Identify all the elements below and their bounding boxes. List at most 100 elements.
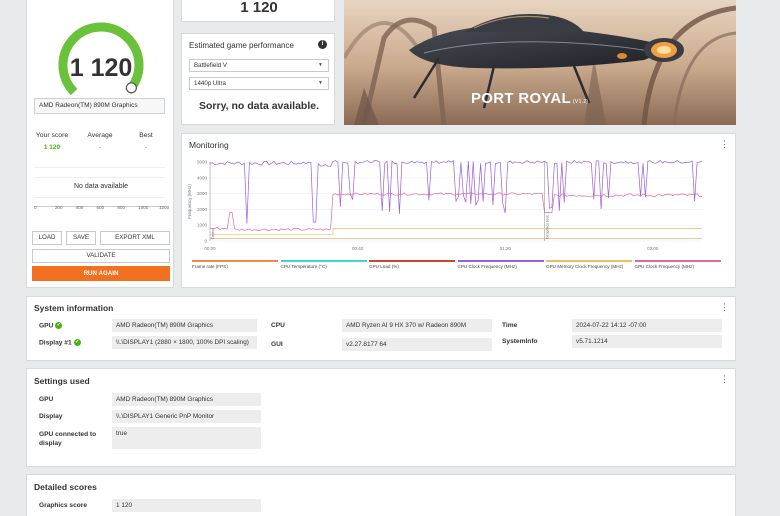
gpu-clock-series <box>209 192 703 232</box>
top-score-value: 1 120 <box>240 0 278 16</box>
histogram-tick-label: 400 <box>75 205 84 210</box>
average-label: Average <box>87 132 113 139</box>
legend-label: CPU Temperature (°C) <box>280 264 327 269</box>
gauge-knob <box>125 82 138 94</box>
histogram-tick-label: 1000 <box>138 205 149 210</box>
gpu-name-field: AMD Radeon(TM) 890M Graphics <box>34 98 165 114</box>
legend-swatch <box>546 260 632 262</box>
benchmark-hero-image: PORT ROYAL (V1.2) <box>344 0 736 125</box>
legend-item[interactable]: CPU Clock Frequency (MHz) <box>457 260 544 269</box>
benchmark-title-text: PORT ROYAL <box>471 90 571 107</box>
legend-label: CPU Clock Frequency (MHz) <box>457 264 517 269</box>
systeminfo-value: v5.71.1214 <box>572 335 722 348</box>
export-xml-button[interactable]: EXPORT XML <box>100 231 170 245</box>
check-icon: ✓ <box>55 322 63 329</box>
settings-gpu-label: GPU <box>39 396 54 403</box>
your-score-col: Your score 1 120 <box>30 132 74 151</box>
display-label: Display #1 ✓ <box>39 339 81 346</box>
info-icon[interactable]: i <box>318 40 327 49</box>
phase-marker-label: Demo <box>210 228 215 239</box>
run-again-button[interactable]: RUN AGAIN <box>32 266 170 281</box>
validate-button[interactable]: VALIDATE <box>32 249 170 263</box>
settings-used-panel: Settings used ⋮ GPU AMD Radeon(TM) 890M … <box>26 368 736 467</box>
port-royal-artwork <box>344 0 736 125</box>
legend-item[interactable]: Frame rate (FPS) <box>192 260 278 269</box>
your-score-label: Your score <box>35 132 69 139</box>
chevron-down-icon: ▼ <box>318 80 323 86</box>
save-button[interactable]: SAVE <box>66 231 96 245</box>
display-label-text: Display #1 <box>39 339 72 347</box>
histogram-tick-label: 600 <box>96 205 105 210</box>
score-panel: 1 120 AMD Radeon(TM) 890M Graphics Your … <box>26 0 174 288</box>
gpu-value: AMD Radeon(TM) 890M Graphics <box>112 319 257 332</box>
y-tick-label: 4000 <box>197 175 208 180</box>
graphics-score-label: Graphics score <box>39 502 88 509</box>
y-tick-label: 1000 <box>197 223 208 228</box>
detailed-scores-panel: Detailed scores Graphics score 1 120 <box>26 474 736 516</box>
x-tick-label: 01:20 <box>500 246 512 251</box>
y-axis-label: Frequency (MHz) <box>187 184 192 219</box>
benchmark-version: (V1.2) <box>572 99 589 105</box>
settings-display-value: \\.\DISPLAY1 Generic PnP Monitor <box>112 410 261 423</box>
legend-item[interactable]: GPU Memory Clock Frequency (MHz) <box>546 260 632 269</box>
gui-value: v2.27.8177 64 <box>342 338 492 351</box>
time-value: 2024-07-22 14:12 -07:00 <box>572 319 722 332</box>
settings-display-label: Display <box>39 413 63 420</box>
gpu-label: GPU ✓ <box>39 322 63 330</box>
chevron-down-icon: ▼ <box>318 62 323 68</box>
legend-label: GPU Memory Clock Frequency (MHz) <box>546 264 624 269</box>
score-gauge <box>58 22 144 96</box>
y-tick-label: 0 <box>204 239 207 244</box>
monitoring-chart: 5000 4000 3000 2000 1000 0 00:00 00:40 01:20 02:0… <box>187 160 703 251</box>
histogram-tick-label: 200 <box>54 205 63 210</box>
graphics-score-value: 1 120 <box>112 499 261 512</box>
histogram-tick-label: 1200 <box>159 205 170 210</box>
legend-label: GPU Load (%) <box>369 264 399 269</box>
x-tick-label: 02:00 <box>647 246 659 251</box>
no-data-message: Sorry, no data available. <box>198 100 320 112</box>
histogram-axis: 0 200 400 600 800 1000 1200 <box>34 205 169 217</box>
gpu-memory-clock-series <box>210 228 702 236</box>
score-value: 1 120 <box>69 54 133 82</box>
gauge-fill <box>58 22 144 96</box>
legend-label: GPU Clock Frequency (MHz) <box>634 264 694 269</box>
average-value: - <box>98 144 102 151</box>
game-performance-title: Estimated game performance <box>189 41 294 50</box>
cpu-clock-series <box>209 160 703 224</box>
legend-swatch <box>369 260 455 262</box>
histogram-area <box>34 159 165 207</box>
more-options-icon[interactable]: ⋮ <box>720 302 729 312</box>
legend-swatch <box>192 260 278 262</box>
average-col: Average - <box>78 132 122 151</box>
settings-gpu-value: AMD Radeon(TM) 890M Graphics <box>112 393 261 406</box>
your-score-value: 1 120 <box>43 144 61 151</box>
legend-swatch <box>457 260 544 262</box>
no-data-message: No data available <box>73 183 129 190</box>
monitoring-panel: Monitoring ⋮ 5000 4000 3000 2000 1000 0 00:00 0… <box>181 133 736 288</box>
benchmark-title: PORT ROYAL (V1.2) <box>471 90 588 107</box>
legend-swatch <box>280 260 367 262</box>
more-options-icon[interactable]: ⋮ <box>720 139 729 149</box>
gpu-connected-label: GPU connected to display <box>39 431 97 447</box>
gpu-label-text: GPU <box>39 322 54 330</box>
game-select[interactable]: Battlefield V ▼ <box>189 59 329 72</box>
game-performance-panel: Estimated game performance i Battlefield… <box>181 33 335 125</box>
legend-swatch <box>634 260 721 262</box>
histogram-tick-label: 800 <box>117 205 125 210</box>
monitoring-title: Monitoring <box>189 140 229 150</box>
best-col: Best - <box>124 132 168 151</box>
time-label: Time <box>502 322 518 329</box>
legend-item[interactable]: GPU Load (%) <box>369 260 455 269</box>
load-button[interactable]: LOAD <box>32 231 62 245</box>
y-tick-label: 5000 <box>197 160 208 165</box>
gpu-connected-value: true <box>112 427 261 449</box>
y-tick-label: 3000 <box>197 191 208 196</box>
legend-item[interactable]: CPU Temperature (°C) <box>280 260 367 269</box>
more-options-icon[interactable]: ⋮ <box>720 374 729 384</box>
legend-item[interactable]: GPU Clock Frequency (MHz) <box>634 260 721 269</box>
resolution-select[interactable]: 1440p Ultra ▼ <box>189 77 329 90</box>
settings-used-title: Settings used <box>34 376 90 386</box>
cpu-label: CPU <box>271 322 285 329</box>
game-select-value: Battlefield V <box>194 62 228 69</box>
gui-label: GUI <box>271 341 283 348</box>
